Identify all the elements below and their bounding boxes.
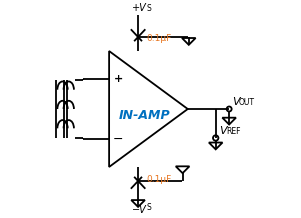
Text: S: S <box>147 203 151 212</box>
Text: −: − <box>113 133 124 146</box>
Text: IN-AMP: IN-AMP <box>119 109 170 122</box>
Text: 0.1μF: 0.1μF <box>146 175 172 184</box>
Text: OUT: OUT <box>239 98 255 107</box>
Text: −V: −V <box>132 205 147 215</box>
Polygon shape <box>222 118 236 124</box>
Polygon shape <box>109 51 188 167</box>
Text: V: V <box>232 97 239 107</box>
Circle shape <box>213 135 219 141</box>
Text: REF: REF <box>226 127 240 136</box>
Text: V: V <box>219 126 227 136</box>
Text: +V: +V <box>132 3 147 13</box>
Text: +: + <box>114 74 123 84</box>
Circle shape <box>227 107 232 111</box>
Polygon shape <box>209 143 222 149</box>
Polygon shape <box>131 200 145 207</box>
Text: S: S <box>147 4 151 13</box>
Text: 0.1μF: 0.1μF <box>146 34 172 43</box>
Polygon shape <box>176 166 189 173</box>
Polygon shape <box>182 38 196 45</box>
